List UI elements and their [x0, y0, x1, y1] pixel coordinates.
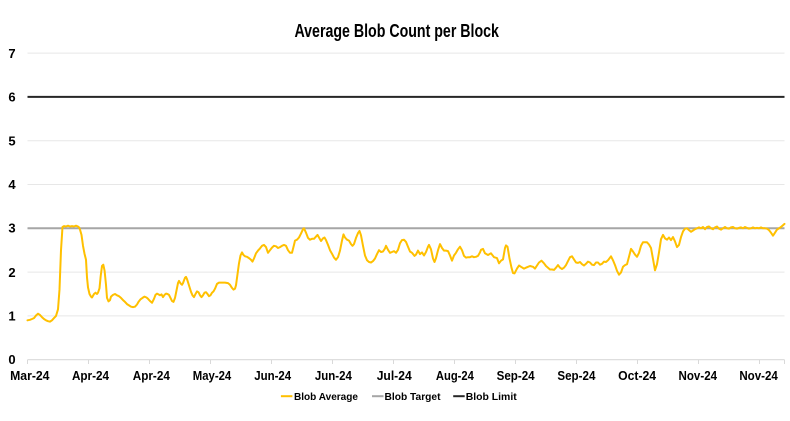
svg-text:Nov-24: Nov-24	[679, 368, 718, 383]
svg-text:Jun-24: Jun-24	[315, 368, 353, 383]
svg-text:Oct-24: Oct-24	[618, 368, 657, 383]
svg-text:Apr-24: Apr-24	[72, 368, 110, 383]
svg-text:Sep-24: Sep-24	[497, 368, 536, 383]
svg-text:Sep-24: Sep-24	[557, 368, 596, 383]
svg-text:Mar-24: Mar-24	[10, 368, 50, 383]
svg-text:Nov-24: Nov-24	[739, 368, 778, 383]
svg-text:Aug-24: Aug-24	[436, 368, 475, 383]
svg-text:Jun-24: Jun-24	[254, 368, 292, 383]
svg-text:2: 2	[8, 265, 15, 280]
svg-text:0: 0	[8, 352, 15, 367]
svg-text:Blob Target: Blob Target	[385, 391, 441, 403]
svg-text:4: 4	[8, 177, 16, 192]
svg-text:May-24: May-24	[193, 368, 232, 383]
svg-text:7: 7	[8, 46, 15, 61]
svg-text:6: 6	[8, 89, 15, 104]
svg-text:Jul-24: Jul-24	[377, 368, 413, 383]
svg-text:Apr-24: Apr-24	[133, 368, 171, 383]
svg-text:Average Blob Count per Block: Average Blob Count per Block	[294, 21, 499, 41]
svg-text:1: 1	[8, 308, 15, 323]
svg-text:5: 5	[8, 133, 15, 148]
svg-text:Blob Average: Blob Average	[294, 391, 358, 403]
svg-text:3: 3	[8, 221, 15, 236]
svg-text:Blob Limit: Blob Limit	[466, 391, 517, 403]
